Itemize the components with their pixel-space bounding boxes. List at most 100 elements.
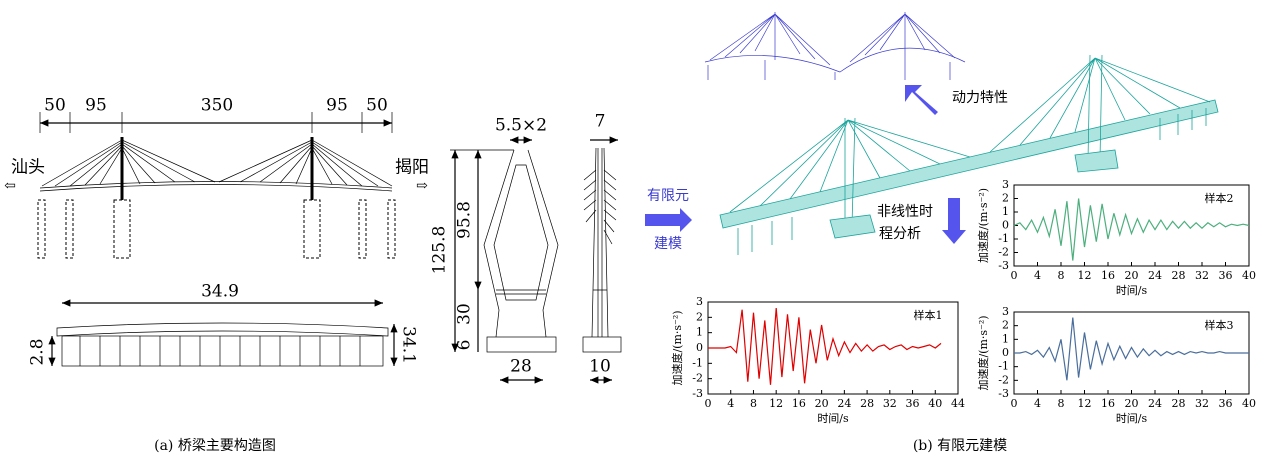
process-label: 有限元 [647,188,689,204]
dimension-label: 5.5×2 [495,116,547,136]
y-tick-label: -1 [998,360,1009,373]
x-axis-label: 时间/s [1116,284,1148,297]
svg-text:⇨: ⇨ [416,178,428,194]
series-line [1014,199,1249,261]
caption: (a) 桥梁主要构造图 [154,438,276,454]
dimension-label: 28 [510,357,532,377]
y-axis-label: 加速度/(m·s⁻²) [670,310,684,385]
dimension-label: 34.1 [399,326,419,364]
x-tick-label: 40 [1242,269,1256,282]
bridge-elevation: ⇦ ⇨ [4,112,428,258]
y-tick-label: 3 [1002,178,1009,191]
y-tick-label: -2 [998,373,1009,386]
x-tick-label: 40 [1242,397,1256,410]
x-tick-label: 0 [1011,269,1018,282]
arrow [905,85,938,115]
x-tick-label: 24 [837,397,851,410]
chart-title: 样本3 [1205,318,1234,332]
y-tick-label: -3 [692,387,703,400]
process-label: 程分析 [879,226,921,242]
process-label: 建模 [654,236,682,252]
x-tick-label: 8 [750,397,757,410]
y-tick-label: -2 [998,246,1009,259]
y-tick-label: 1 [1002,205,1009,218]
deck-section [52,303,394,366]
x-tick-label: 4 [1034,269,1041,282]
x-axis-label: 时间/s [817,412,849,425]
y-tick-label: 2 [1002,192,1009,205]
cable-model [705,12,965,80]
x-tick-label: 20 [1125,269,1139,282]
y-tick-label: 0 [696,341,703,354]
dimension-label: 34.9 [201,282,239,302]
y-tick-label: 3 [1002,305,1009,318]
x-tick-label: 0 [1011,397,1018,410]
x-tick-label: 12 [769,397,783,410]
x-tick-label: 36 [906,397,920,410]
figure: ⇦ ⇨ 50 95 350 95 50 汕头 揭阳 34.9 2.8 34.1 … [0,0,1287,462]
x-tick-label: 12 [1078,269,1092,282]
x-tick-label: 16 [1101,397,1115,410]
x-tick-label: 36 [1219,397,1233,410]
y-tick-label: 3 [696,295,703,308]
x-tick-label: 8 [1058,269,1065,282]
y-tick-label: -1 [692,356,703,369]
span-label: 50 [44,96,66,116]
x-tick-label: 28 [1172,269,1186,282]
dimension-label: 10 [589,357,611,377]
x-tick-label: 16 [1101,269,1115,282]
x-tick-label: 4 [1034,397,1041,410]
y-tick-label: 2 [696,310,703,323]
y-tick-label: 2 [1002,319,1009,332]
chart-title: 样本1 [914,308,943,322]
dimension-label: 95.8 [455,201,475,239]
caption: (b) 有限元建模 [913,438,1007,454]
y-axis-label: 加速度/(m·s⁻²) [976,188,990,263]
y-tick-label: 1 [1002,332,1009,345]
process-label: 动力特性 [952,90,1008,106]
dimension-label: 125.8 [430,226,450,275]
x-tick-label: 20 [1125,397,1139,410]
bridge-3d-model [720,55,1218,255]
x-tick-label: 16 [792,397,806,410]
x-tick-label: 32 [1195,397,1209,410]
span-label: 350 [201,96,233,116]
x-axis-label: 时间/s [1116,412,1148,425]
dimension-label: 6 [455,340,475,351]
span-label: 95 [326,96,348,116]
x-tick-label: 32 [883,397,897,410]
y-axis-label: 加速度/(m·s⁻²) [976,315,990,390]
x-tick-label: 28 [860,397,874,410]
arrow [645,208,692,232]
x-tick-label: 8 [1058,397,1065,410]
x-tick-label: 12 [1078,397,1092,410]
span-label: 95 [85,96,107,116]
x-tick-label: 40 [928,397,942,410]
x-tick-label: 32 [1195,269,1209,282]
x-tick-label: 24 [1148,397,1162,410]
span-label: 50 [366,96,388,116]
x-tick-label: 28 [1172,397,1186,410]
y-tick-label: -2 [692,372,703,385]
x-tick-label: 36 [1219,269,1233,282]
svg-text:⇦: ⇦ [4,178,16,194]
x-tick-label: 0 [705,397,712,410]
x-tick-label: 44 [951,397,965,410]
process-label: 非线性时 [877,204,933,220]
y-tick-label: -1 [998,232,1009,245]
arrow [942,198,966,244]
x-tick-label: 4 [727,397,734,410]
y-tick-label: 0 [1002,346,1009,359]
chart-title: 样本2 [1205,191,1234,205]
dimension-label: 30 [455,303,475,325]
x-tick-label: 24 [1148,269,1162,282]
dimension-label: 2.8 [28,338,48,365]
tower-side [583,140,621,380]
y-tick-label: 0 [1002,219,1009,232]
x-tick-label: 20 [815,397,829,410]
y-tick-label: -3 [998,259,1009,272]
city-label: 汕头 [11,158,45,178]
series-line [708,308,941,385]
y-tick-label: -3 [998,387,1009,400]
city-label: 揭阳 [395,158,429,178]
